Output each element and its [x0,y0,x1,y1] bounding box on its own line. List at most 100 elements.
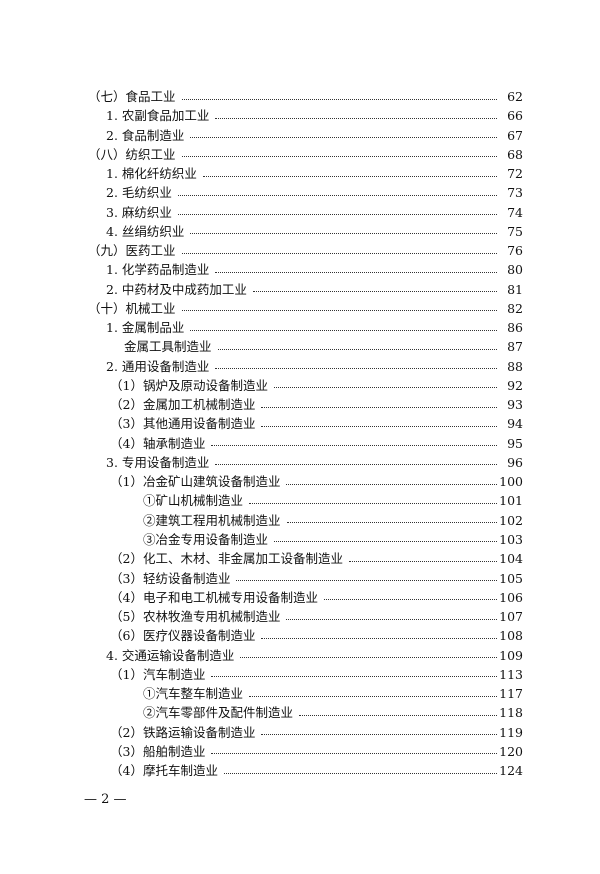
dot-leader [240,657,497,659]
toc-entry[interactable]: ③冶金专用设备制造业 103 [143,530,523,549]
toc-entry[interactable]: （4）轴承制造业 95 [110,434,523,453]
toc-entry[interactable]: 1. 金属制品业 86 [106,318,523,337]
toc-entry[interactable]: （八）纺织工业 68 [88,145,523,164]
toc-entry[interactable]: （2）金属加工机械制造业 93 [110,395,523,414]
toc-entry-title: 2. 食品制造业 [106,127,185,143]
toc-entry[interactable]: （九）医药工业 76 [88,241,523,260]
toc-entry[interactable]: 1. 农副食品加工业 66 [106,106,523,125]
toc-entry-page: 73 [507,185,523,201]
toc-entry[interactable]: 4. 交通运输设备制造业 109 [106,646,523,665]
toc-entry[interactable]: 1. 化学药品制造业 80 [106,260,523,279]
dot-leader [299,714,497,716]
toc-entry[interactable]: （6）医疗仪器设备制造业 108 [110,626,523,645]
toc-entry[interactable]: 2. 中药材及中成药加工业 81 [106,280,523,299]
toc-entry-page: 120 [499,743,523,759]
dot-leader [177,194,497,196]
toc-entry-page: 76 [507,243,523,259]
toc-entry[interactable]: （七）食品工业 62 [88,87,523,106]
toc-entry-page: 109 [499,647,523,663]
toc-entry-page: 102 [499,512,523,528]
toc-entry-page: 80 [507,262,523,278]
toc-entry-title: （九）医药工业 [88,243,176,259]
toc-entry-page: 95 [507,435,523,451]
dot-leader [217,348,497,350]
dot-leader [181,98,497,100]
toc-entry-title: ①汽车整车制造业 [143,686,244,702]
toc-entry-page: 82 [507,300,523,316]
toc-entry-page: 72 [507,166,523,182]
toc-entry-page: 66 [507,108,523,124]
dot-leader [323,599,497,601]
toc-entry[interactable]: 3. 麻纺织业 74 [106,203,523,222]
toc-entry-page: 100 [499,474,523,490]
dot-leader [286,483,497,485]
toc-entry-title: （3）船舶制造业 [110,743,206,759]
toc-entry-page: 86 [507,320,523,336]
toc-entry-title: 3. 专用设备制造业 [106,454,210,470]
toc-entry[interactable]: 3. 专用设备制造业 96 [106,453,523,472]
toc-entry[interactable]: （4）电子和电工机械专用设备制造业 106 [110,588,523,607]
dot-leader [261,425,497,427]
toc-entry-title: （1）锅炉及原动设备制造业 [110,377,268,393]
toc-entry[interactable]: （5）农林牧渔专用机械制造业 107 [110,607,523,626]
toc-entry[interactable]: ②汽车零部件及配件制造业 118 [143,703,523,722]
toc-entry-page: 92 [507,377,523,393]
toc-entry[interactable]: （1）汽车制造业 113 [110,665,523,684]
toc-entry-page: 62 [507,89,523,104]
toc-entry[interactable]: 4. 丝绢纺织业 75 [106,222,523,241]
toc-entry[interactable]: （1）冶金矿山建筑设备制造业 100 [110,472,523,491]
toc-entry[interactable]: （十）机械工业 82 [88,299,523,318]
toc-entry-page: 101 [499,493,523,509]
toc-entry[interactable]: 2. 通用设备制造业 88 [106,357,523,376]
dot-leader [215,464,497,466]
toc-entry-title: （八）纺织工业 [88,146,176,162]
toc-entry-title: 3. 麻纺织业 [106,204,172,220]
toc-entry[interactable]: （3）轻纺设备制造业 105 [110,569,523,588]
toc-entry-title: （4）电子和电工机械专用设备制造业 [110,589,318,605]
toc-entry-title: 2. 毛纺织业 [106,185,172,201]
toc-entry-title: （2）金属加工机械制造业 [110,397,256,413]
dot-leader [177,214,497,216]
toc-entry-page: 119 [499,724,523,740]
toc-entry[interactable]: （3）船舶制造业 120 [110,742,523,761]
toc-entry[interactable]: （4）摩托车制造业 124 [110,761,523,780]
toc-entry[interactable]: （2）化工、木材、非金属加工设备制造业 104 [110,549,523,568]
toc-entry-page: 87 [507,339,523,355]
toc-entry-title: ②建筑工程用机械制造业 [143,512,281,528]
toc-entry-page: 104 [499,551,523,567]
toc-entry-title: 2. 中药材及中成药加工业 [106,281,247,297]
toc-entry[interactable]: ①矿山机械制造业 101 [143,491,523,510]
toc-entry-title: （6）医疗仪器设备制造业 [110,628,256,644]
toc-entry[interactable]: 2. 毛纺织业 73 [106,183,523,202]
toc-entry[interactable]: 2. 食品制造业 67 [106,126,523,145]
toc-entry[interactable]: ②建筑工程用机械制造业 102 [143,511,523,530]
dot-leader [181,310,497,312]
toc-entry-page: 117 [499,686,523,702]
dot-leader [286,522,497,524]
toc-entry-title: 金属工具制造业 [124,339,212,355]
toc-entry[interactable]: （2）铁路运输设备制造业 119 [110,723,523,742]
toc-entry-title: 4. 丝绢纺织业 [106,223,185,239]
dot-leader [215,271,497,273]
toc-entry[interactable]: ①汽车整车制造业 117 [143,684,523,703]
dot-leader [261,637,497,639]
toc-entry-title: （5）农林牧渔专用机械制造业 [110,609,281,625]
toc-entry[interactable]: 1. 棉化纤纺织业 72 [106,164,523,183]
dot-leader [261,406,497,408]
dot-leader [181,252,497,254]
toc-entry[interactable]: （3）其他通用设备制造业 94 [110,414,523,433]
toc-entry-title: （3）其他通用设备制造业 [110,416,256,432]
dot-leader [211,445,497,447]
dot-leader [286,618,497,620]
dot-leader [261,734,497,736]
toc-entry-title: 4. 交通运输设备制造业 [106,647,235,663]
toc-entry[interactable]: （1）锅炉及原动设备制造业 92 [110,376,523,395]
toc-entry-page: 94 [507,416,523,432]
toc-entry-page: 93 [507,397,523,413]
toc-entry-title: （1）汽车制造业 [110,666,206,682]
toc-entry[interactable]: 金属工具制造业 87 [124,337,523,356]
dot-leader [223,772,497,774]
dot-leader [348,560,497,562]
dot-leader [190,137,497,139]
toc-entry-title: （七）食品工业 [88,89,176,104]
